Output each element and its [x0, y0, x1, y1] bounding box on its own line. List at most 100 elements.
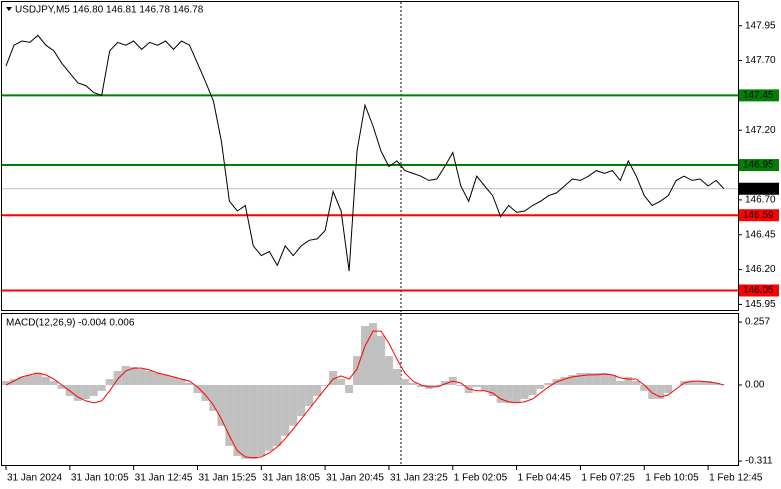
histogram-bar [496, 384, 505, 403]
histogram-bar [193, 384, 202, 394]
histogram-bar [640, 384, 649, 391]
histogram-bar [456, 384, 465, 386]
histogram-bar [584, 372, 593, 385]
histogram-bar [560, 376, 569, 385]
histogram-bar [225, 384, 234, 446]
histogram-bar [233, 384, 242, 456]
histogram-bar [512, 384, 521, 403]
histogram-bar [337, 379, 346, 385]
histogram-bar [265, 384, 274, 451]
histogram-bar [281, 384, 290, 436]
histogram-bar [400, 379, 409, 385]
histogram-bar [9, 379, 18, 385]
histogram-bar [392, 369, 401, 385]
current-price-label: 146.78 [743, 183, 774, 194]
histogram-bar [81, 384, 90, 399]
x-tick-label: 31 Jan 15:25 [198, 473, 256, 484]
level-label: 146.95 [743, 160, 774, 171]
histogram-bar [384, 356, 393, 385]
histogram-bar [121, 365, 130, 385]
histogram-bar [249, 384, 258, 459]
histogram-bar [664, 384, 673, 394]
price-title: USDJPY,M5 146.80 146.81 146.78 146.78 [15, 5, 204, 16]
y-tick-label: -0.311 [745, 456, 773, 467]
y-tick-label: 145.95 [745, 299, 776, 310]
histogram-bar [313, 384, 322, 396]
level-label-box [739, 284, 779, 297]
histogram-bar [241, 384, 250, 459]
histogram-bar [33, 372, 42, 385]
histogram-bar [472, 384, 481, 387]
histogram-bar [17, 376, 26, 385]
histogram-bar [488, 384, 497, 396]
x-tick-label: 1 Feb 10:05 [645, 473, 699, 484]
x-tick-label: 1 Feb 02:05 [454, 473, 508, 484]
histogram-bar [353, 356, 362, 385]
histogram-bar [73, 384, 82, 401]
histogram-bar [520, 384, 529, 399]
histogram-bar [329, 371, 338, 385]
histogram-bar [305, 384, 314, 407]
histogram-bar [600, 372, 609, 385]
histogram-bar [345, 384, 354, 394]
histogram-bar [137, 369, 146, 385]
histogram-bar [480, 384, 489, 391]
price-line [5, 34, 725, 272]
x-tick-label: 31 Jan 12:45 [135, 473, 193, 484]
histogram-bar [536, 384, 545, 389]
histogram-bar [161, 374, 170, 385]
x-tick-label: 31 Jan 2024 [7, 473, 62, 484]
histogram-bar [153, 372, 162, 385]
menu-arrow[interactable] [6, 7, 12, 11]
histogram-bar [321, 384, 330, 386]
histogram-bar [113, 371, 122, 385]
histogram-bar [624, 376, 633, 385]
y-tick-label: 147.70 [745, 55, 776, 66]
histogram-bar [97, 384, 106, 391]
y-tick-label: 147.95 [745, 20, 776, 31]
histogram-bar [696, 381, 705, 385]
level-label: 146.05 [743, 285, 774, 296]
y-tick-label: 146.20 [745, 264, 776, 275]
histogram-bar [145, 371, 154, 385]
histogram-bar [632, 381, 641, 385]
macd-title: MACD(12,26,9) -0.004 0.006 [6, 318, 135, 329]
histogram-bar [592, 372, 601, 385]
histogram-bar [408, 383, 417, 385]
histogram-bar [169, 376, 178, 385]
histogram-bar [217, 384, 226, 426]
histogram-bar [57, 384, 66, 389]
histogram-bar [608, 374, 617, 385]
x-tick-label: 31 Jan 18:05 [262, 473, 320, 484]
y-tick-label: 147.20 [745, 125, 776, 136]
macd-panel-frame [1, 313, 739, 466]
histogram-bar [568, 374, 577, 385]
x-tick-label: 1 Feb 04:45 [518, 473, 572, 484]
y-tick-label: 146.70 [745, 195, 776, 206]
histogram-bar [129, 367, 138, 385]
histogram-bar [49, 381, 58, 385]
histogram-bar [177, 379, 186, 385]
histogram-bar [544, 383, 553, 385]
histogram-bar [440, 381, 449, 385]
histogram-bar [656, 384, 665, 399]
current-price-box [739, 182, 779, 195]
y-tick-label: 0.00 [745, 380, 765, 391]
histogram-bar [504, 384, 513, 403]
histogram-bar [209, 384, 218, 411]
histogram-bar [2, 381, 10, 385]
histogram-bar [576, 372, 585, 385]
y-tick-label: 0.257 [745, 317, 770, 328]
histogram-bar [257, 384, 266, 456]
histogram-bar [41, 376, 50, 385]
histogram-bar [289, 384, 298, 426]
level-label-box [739, 209, 779, 222]
histogram-bar [369, 323, 377, 385]
histogram-bar [25, 375, 34, 385]
level-label: 147.45 [743, 90, 774, 101]
histogram-bar [201, 384, 210, 401]
histogram-bar [89, 384, 98, 396]
histogram-bar [704, 381, 713, 385]
